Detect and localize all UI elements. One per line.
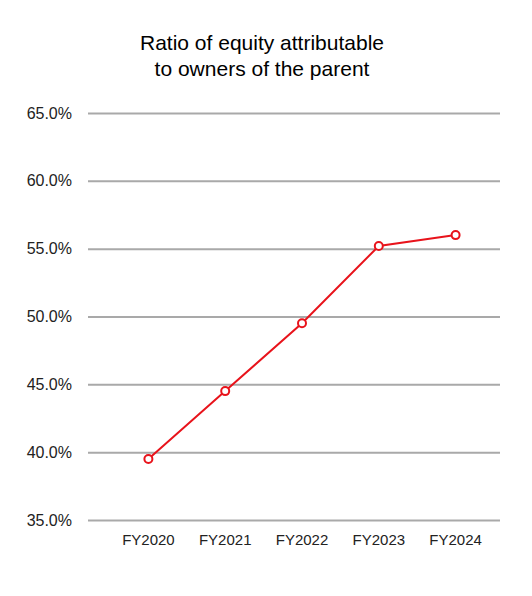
y-tick-label: 50.0% <box>27 308 72 325</box>
y-tick: 40.0% <box>27 444 500 461</box>
y-tick: 55.0% <box>27 240 500 257</box>
y-tick-label: 60.0% <box>27 172 72 189</box>
y-tick: 45.0% <box>27 376 500 393</box>
y-tick-label: 55.0% <box>27 240 72 257</box>
grid-line <box>88 452 500 454</box>
plot-area <box>144 231 459 463</box>
x-axis-line <box>111 520 495 521</box>
x-tick: FY2020 <box>122 520 175 548</box>
line <box>148 235 455 459</box>
y-tick-label: 35.0% <box>27 512 72 529</box>
point <box>144 455 152 463</box>
x-tick: FY2023 <box>353 520 406 548</box>
y-tick-label: 40.0% <box>27 444 72 461</box>
title-line: to owners of the parent <box>155 57 370 80</box>
point <box>298 319 306 327</box>
y-tick-label: 45.0% <box>27 376 72 393</box>
x-tick: FY2024 <box>429 520 482 548</box>
point <box>452 231 460 239</box>
x-tick-label: FY2024 <box>429 531 482 548</box>
grid-line <box>88 316 500 318</box>
y-tick: 60.0% <box>27 172 500 189</box>
y-tick-label: 65.0% <box>27 105 72 122</box>
x-tick-label: FY2022 <box>276 531 329 548</box>
grid-line <box>88 384 500 386</box>
grid-line <box>88 180 500 182</box>
grid-line <box>88 248 500 250</box>
x-tick: FY2021 <box>199 520 252 548</box>
x-axis: FY2020 FY2021 FY2022 FY2023 FY2024 <box>111 520 495 548</box>
title-line: Ratio of equity attributable <box>140 31 384 54</box>
y-axis: 35.0% 40.0% 45.0% 50.0% 55.0% 60.0% 65.0% <box>27 105 500 529</box>
y-tick: 35.0% <box>27 512 500 529</box>
x-tick-label: FY2023 <box>353 531 406 548</box>
y-tick: 65.0% <box>27 105 500 122</box>
x-tick: FY2022 <box>276 520 329 548</box>
grid-line <box>88 520 500 522</box>
grid-line <box>88 113 500 115</box>
x-tick-label: FY2021 <box>199 531 252 548</box>
point <box>375 242 383 250</box>
x-tick-label: FY2020 <box>122 531 175 548</box>
title: Ratio of equity attributable to owners of… <box>140 31 384 80</box>
y-tick: 50.0% <box>27 308 500 325</box>
point <box>221 387 229 395</box>
chart: Ratio of equity attributable to owners of… <box>0 0 532 596</box>
